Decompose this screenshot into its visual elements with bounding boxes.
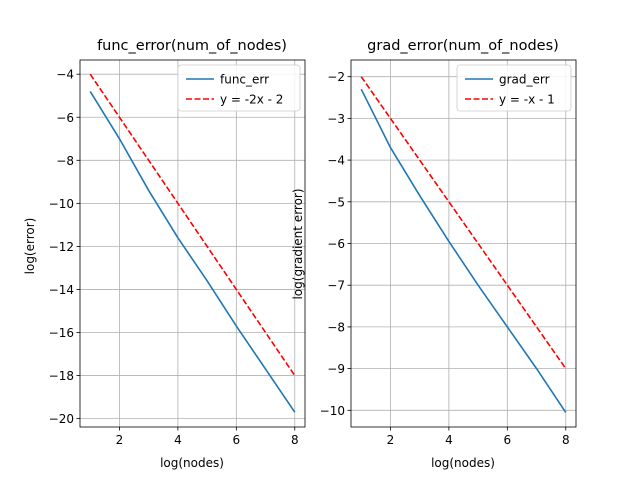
legend-label: grad_err — [499, 73, 550, 87]
series-line-y-2x-2 — [89, 73, 296, 377]
x-tick-label: 8 — [291, 433, 299, 447]
y-axis-label: log(error) — [23, 218, 37, 275]
y-axis-label: log(gradient error) — [291, 188, 305, 299]
plot-frame — [79, 59, 306, 428]
y-tick-label: −12 — [49, 240, 74, 254]
y-tick-label: −2 — [327, 70, 345, 84]
y-tick-label: −3 — [327, 112, 345, 126]
series-line-y-x-1 — [360, 76, 567, 370]
y-tick-label: −8 — [327, 320, 345, 334]
y-tick-label: −6 — [56, 111, 74, 125]
legend-label: y = -2x - 2 — [220, 93, 283, 107]
chart-func-error: func_error(num_of_nodes) log(nodes) log(… — [23, 38, 306, 470]
x-axis-label: log(nodes) — [431, 456, 495, 470]
x-axis-label: log(nodes) — [160, 456, 224, 470]
series-line-grad-err — [360, 88, 567, 413]
y-tick-label: −10 — [320, 404, 345, 418]
chart-title: grad_error(num_of_nodes) — [367, 38, 559, 54]
x-tick-label: 2 — [116, 433, 124, 447]
y-tick-label: −16 — [49, 326, 74, 340]
legend-label: func_err — [220, 73, 269, 87]
y-tick-label: −8 — [56, 154, 74, 168]
series-line-func-err — [89, 91, 296, 413]
y-tick-label: −4 — [327, 154, 345, 168]
x-tick-label: 2 — [387, 433, 395, 447]
legend-label: y = -x - 1 — [499, 93, 555, 107]
plot-frame — [350, 59, 577, 428]
y-tick-label: −9 — [327, 362, 345, 376]
x-tick-label: 6 — [504, 433, 512, 447]
chart-grad-error: grad_error(num_of_nodes) log(nodes) log(… — [291, 38, 577, 470]
chart-title: func_error(num_of_nodes) — [97, 38, 287, 54]
y-tick-label: −14 — [49, 283, 74, 297]
y-tick-label: −6 — [327, 237, 345, 251]
x-tick-label: 6 — [233, 433, 241, 447]
x-tick-label: 4 — [174, 433, 182, 447]
y-tick-label: −10 — [49, 197, 74, 211]
x-tick-label: 4 — [445, 433, 453, 447]
y-tick-label: −5 — [327, 195, 345, 209]
x-tick-label: 8 — [562, 433, 570, 447]
y-tick-label: −7 — [327, 279, 345, 293]
y-tick-label: −4 — [56, 68, 74, 82]
y-tick-label: −20 — [49, 412, 74, 426]
y-tick-label: −18 — [49, 369, 74, 383]
